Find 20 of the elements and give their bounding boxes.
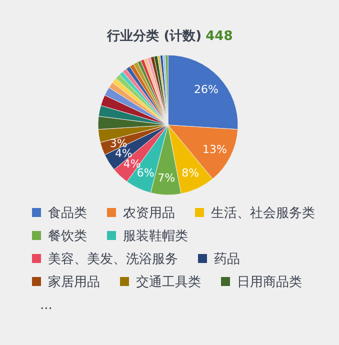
data-label: 4% (114, 147, 132, 160)
chart-title: 行业分类 (计数) (106, 29, 202, 44)
data-label: 26% (194, 83, 218, 96)
legend-label: 日用商品类 (237, 275, 302, 290)
text: ... (40, 298, 52, 313)
data-label: 7% (158, 171, 176, 184)
legend-label: 家居用品 (48, 274, 100, 290)
data-label: 13% (202, 142, 228, 156)
data-label: 3% (110, 136, 128, 150)
chart-subtitle: 448 (206, 29, 233, 44)
legend-label: 美容、美发、洗浴服务 (48, 251, 178, 267)
data-label: 8% (182, 166, 200, 180)
legend-label: 生活、社会服务类 (211, 206, 315, 221)
legend-label: 药品 (214, 252, 240, 267)
legend-label: 农资用品 (123, 206, 175, 221)
legend-label: 食品类 (48, 206, 87, 221)
data-label: 6% (136, 166, 154, 180)
legend-label: 餐饮类 (48, 229, 87, 244)
legend-label: 交通工具类 (136, 274, 201, 290)
legend-label: 服装鞋帽类 (123, 229, 188, 244)
